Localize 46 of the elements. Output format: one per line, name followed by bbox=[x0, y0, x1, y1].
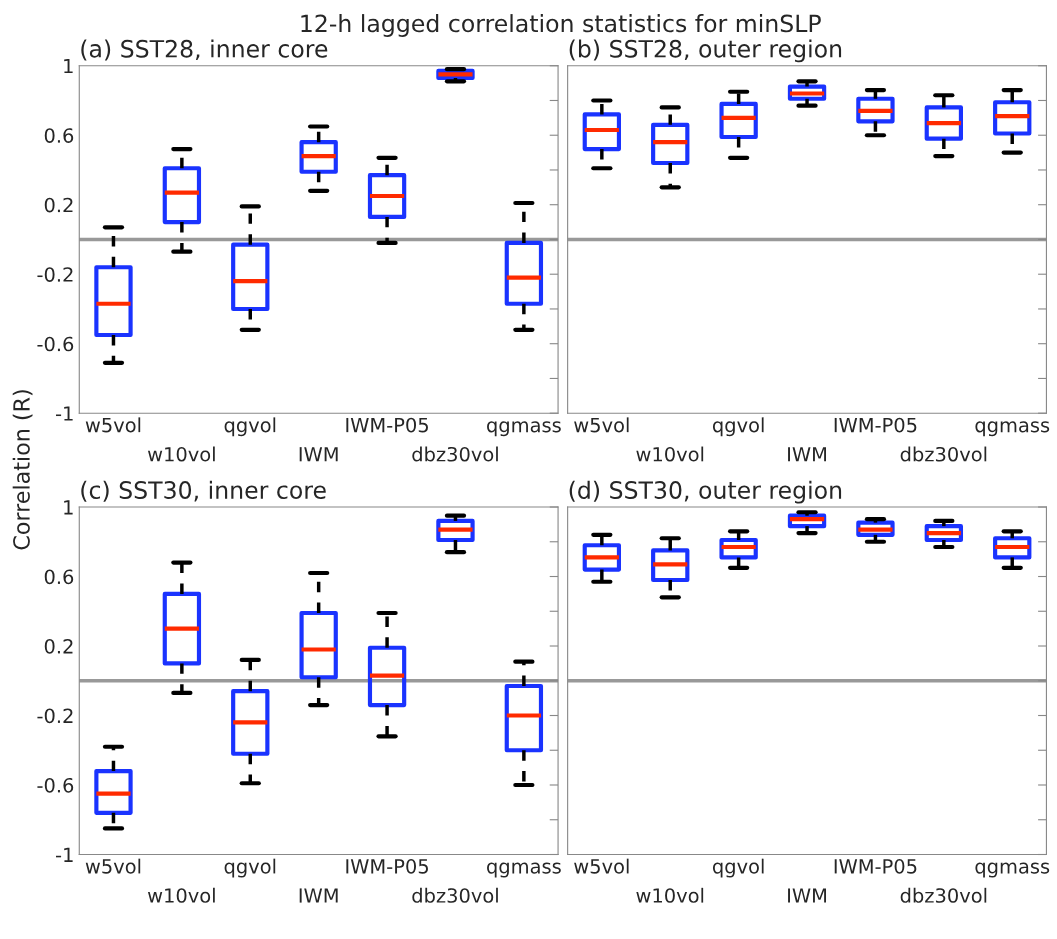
x-tick-label: w10vol bbox=[147, 887, 215, 903]
chart-title: (c) SST30, inner core bbox=[81, 480, 326, 502]
chart-title: (a) SST28, inner core bbox=[81, 39, 328, 61]
x-tick-label: dbz30vol bbox=[412, 887, 498, 903]
y-tick-label: -0.6 bbox=[37, 777, 74, 793]
x-tick-label: qgvol bbox=[712, 417, 764, 437]
x-tick-label: IWM-P05 bbox=[346, 859, 428, 874]
y-tick-label: 1 bbox=[64, 58, 73, 74]
x-tick-label: IWM bbox=[788, 888, 826, 903]
x-tick-label: dbz30vol bbox=[900, 887, 987, 903]
chart-title: (d) SST30, outer region bbox=[569, 480, 842, 504]
x-tick-label: IWM bbox=[299, 447, 338, 462]
y-tick-label: 0.2 bbox=[44, 638, 73, 654]
x-tick-label: qgmass bbox=[975, 421, 1050, 437]
y-tick-label: 0.6 bbox=[44, 569, 74, 585]
x-tick-label: w5vol bbox=[85, 417, 141, 433]
y-axis-title: Correlation (R) bbox=[12, 390, 33, 550]
y-tick-label: 1 bbox=[64, 500, 73, 515]
y-tick-label: -1 bbox=[55, 847, 73, 862]
y-tick-label: 0.6 bbox=[44, 128, 74, 143]
x-tick-label: w5vol bbox=[574, 417, 629, 433]
x-tick-label: w5vol bbox=[574, 858, 629, 874]
y-tick-label: -0.6 bbox=[37, 336, 74, 352]
x-tick-label: IWM bbox=[299, 888, 338, 903]
x-tick-label: IWM bbox=[788, 447, 826, 462]
x-tick-label: dbz30vol bbox=[900, 446, 987, 462]
x-tick-label: IWM-P05 bbox=[834, 417, 917, 433]
x-tick-label: dbz30vol bbox=[412, 446, 498, 462]
y-tick-label: 0.2 bbox=[44, 197, 73, 213]
x-tick-label: IWM-P05 bbox=[834, 859, 917, 874]
x-tick-label: qgmass bbox=[487, 862, 561, 878]
x-tick-label: qgvol bbox=[712, 858, 764, 878]
x-tick-label: w10vol bbox=[636, 887, 704, 903]
x-tick-label: qgmass bbox=[975, 862, 1050, 878]
x-tick-label: w10vol bbox=[147, 446, 215, 462]
x-tick-label: w5vol bbox=[85, 858, 141, 874]
y-tick-label: -0.2 bbox=[37, 267, 73, 282]
x-tick-label: qgmass bbox=[487, 421, 561, 437]
x-tick-label: w10vol bbox=[636, 446, 704, 462]
y-tick-label: -1 bbox=[55, 406, 73, 421]
text: 12-h lagged correlation statistics for minSLP bbox=[301, 14, 821, 37]
x-tick-label: qgvol bbox=[224, 858, 276, 878]
y-tick-label: -0.2 bbox=[37, 708, 73, 724]
x-tick-label: IWM-P05 bbox=[346, 417, 428, 433]
chart-title: (b) SST28, outer region bbox=[569, 39, 842, 63]
x-tick-label: qgvol bbox=[224, 417, 276, 437]
